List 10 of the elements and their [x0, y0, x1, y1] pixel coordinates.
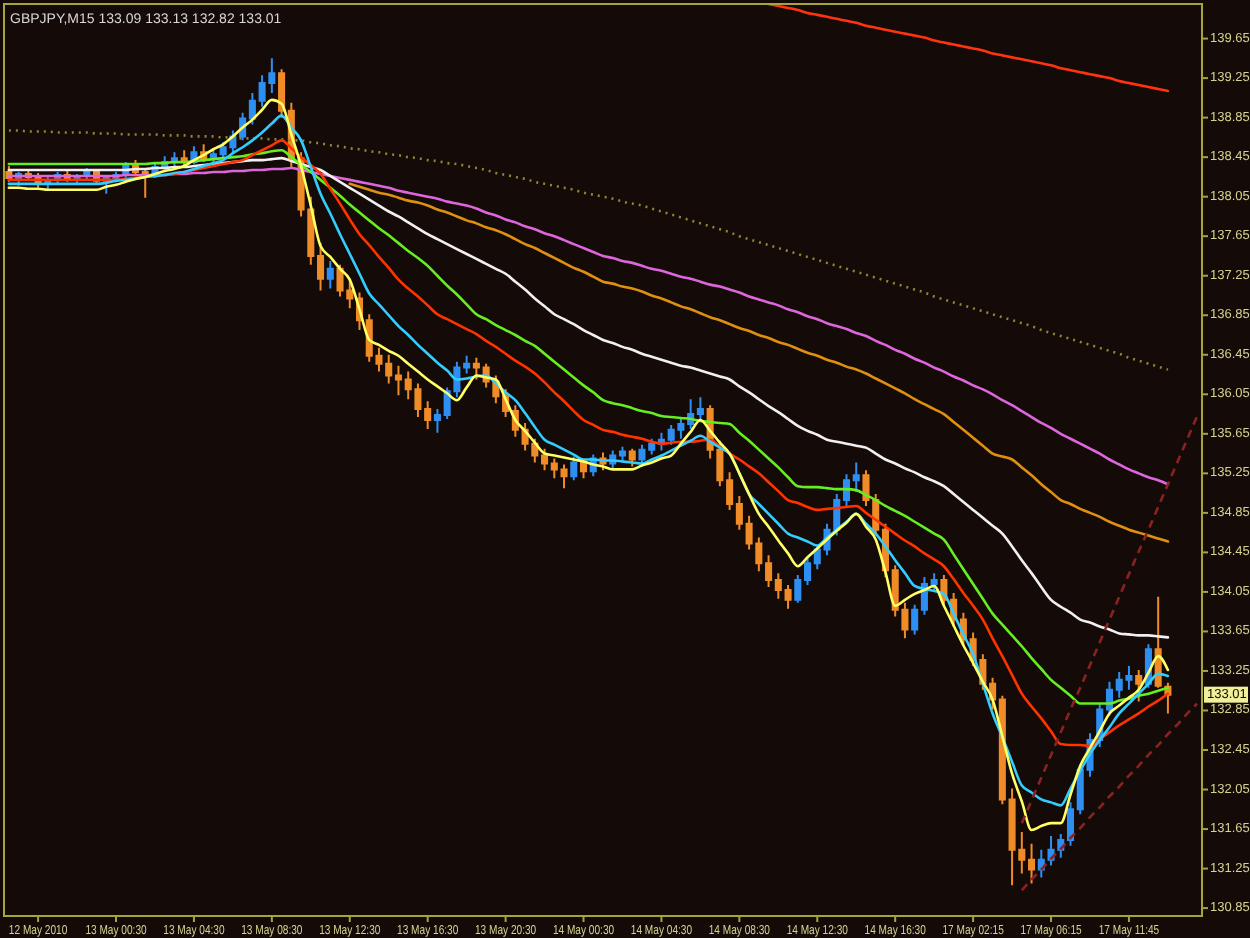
line-series: [7, 129, 1170, 371]
line-series: [767, 4, 1170, 93]
candlestick: [570, 455, 578, 482]
line-series: [1020, 414, 1199, 825]
line-series: [1020, 702, 1199, 892]
line-series: [348, 182, 1170, 543]
candlestick: [628, 447, 636, 468]
candlestick: [1135, 668, 1143, 703]
line-series: [7, 166, 1170, 486]
candlestick: [326, 259, 334, 290]
